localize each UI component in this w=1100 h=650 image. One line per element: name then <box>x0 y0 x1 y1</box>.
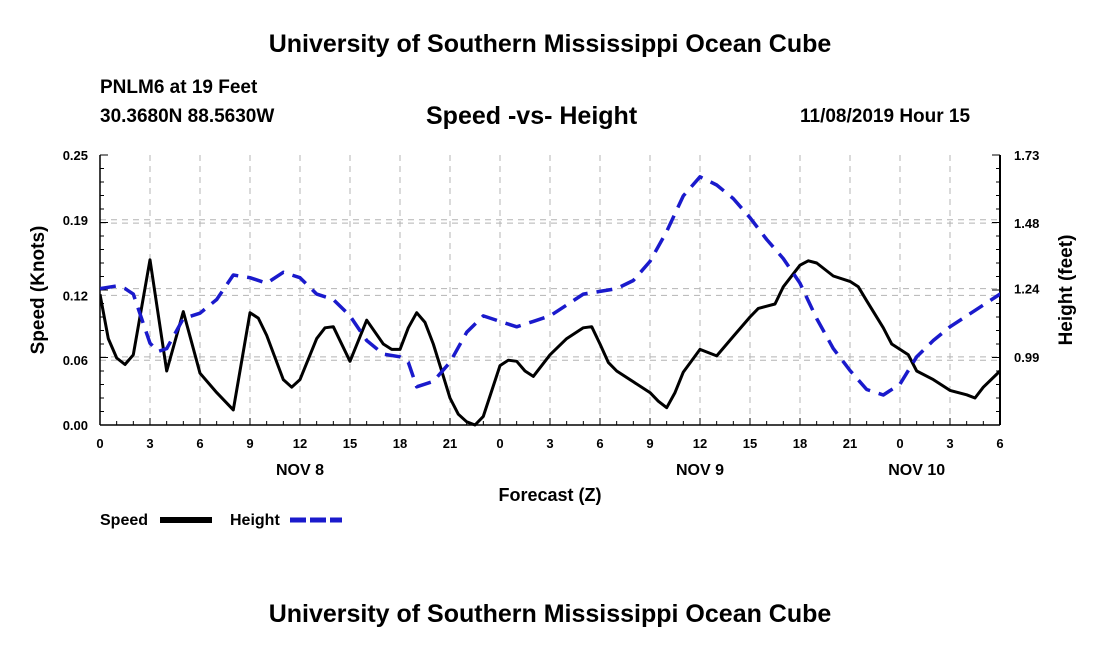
x-tick-label: 0 <box>496 436 503 451</box>
x-tick-label: 18 <box>393 436 407 451</box>
x-tick-label: 21 <box>443 436 457 451</box>
y2-axis-title: Height (feet) <box>1056 235 1077 346</box>
footer-title: University of Southern Mississippi Ocean… <box>268 600 832 628</box>
y-tick-label: 0.25 <box>63 148 88 163</box>
x-tick-label: 6 <box>596 436 603 451</box>
speed-series-line <box>100 258 1000 427</box>
x-tick-label: 9 <box>246 436 253 451</box>
x-tick-label: 12 <box>293 436 307 451</box>
y-tick-label: 0.06 <box>63 353 88 368</box>
x-tick-label: 6 <box>196 436 203 451</box>
y2-tick-label: 0.99 <box>1014 350 1039 365</box>
x-tick-label: 18 <box>793 436 807 451</box>
x-tick-label: 15 <box>743 436 757 451</box>
forecast-datetime: 11/08/2019 Hour 15 <box>800 106 971 127</box>
legend-label-speed: Speed <box>100 512 148 529</box>
x-tick-label: 6 <box>996 436 1003 451</box>
y-tick-label: 0.19 <box>63 213 88 228</box>
page-title: University of Southern Mississippi Ocean… <box>268 30 832 58</box>
x-tick-label: 3 <box>946 436 953 451</box>
x-tick-label: 3 <box>546 436 553 451</box>
x-tick-label: 0 <box>896 436 903 451</box>
chart-title: Speed -vs- Height <box>426 102 638 130</box>
x-tick-label: 3 <box>146 436 153 451</box>
x-tick-label: 12 <box>693 436 707 451</box>
x-tick-label: 0 <box>96 436 103 451</box>
y-tick-label: 0.12 <box>63 288 88 303</box>
date-label: NOV 10 <box>888 462 945 479</box>
date-label: NOV 9 <box>676 462 724 479</box>
y2-tick-label: 1.73 <box>1014 148 1039 163</box>
y2-tick-label: 1.24 <box>1014 282 1040 297</box>
legend-label-height: Height <box>230 512 280 529</box>
x-axis-title: Forecast (Z) <box>498 485 601 505</box>
station-name: PNLM6 at 19 Feet <box>100 77 258 98</box>
station-coordinates: 30.3680N 88.5630W <box>100 106 275 127</box>
x-tick-label: 9 <box>646 436 653 451</box>
x-tick-label: 21 <box>843 436 857 451</box>
y2-tick-label: 1.48 <box>1014 216 1039 231</box>
y-axis-title: Speed (Knots) <box>28 226 49 355</box>
x-tick-label: 15 <box>343 436 357 451</box>
y-tick-label: 0.00 <box>63 418 88 433</box>
height-series-line <box>100 175 1000 397</box>
date-label: NOV 8 <box>276 462 324 479</box>
